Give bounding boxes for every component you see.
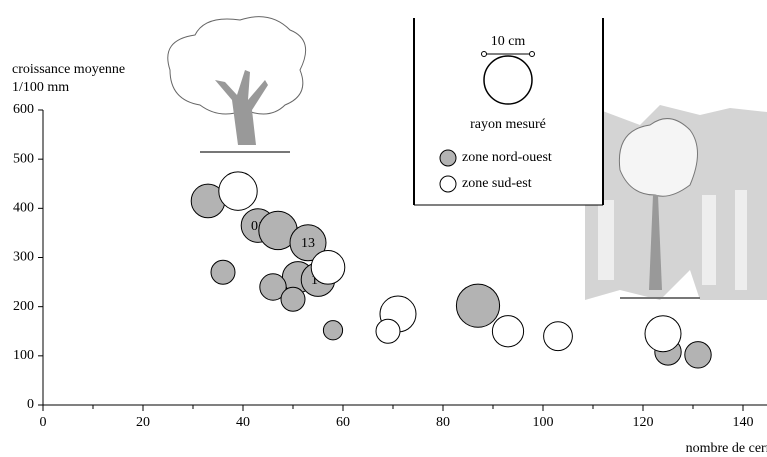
y-tick-label: 600 xyxy=(13,102,34,117)
size-reference-label: 10 cm xyxy=(491,34,526,49)
bubble xyxy=(644,315,682,353)
bubble xyxy=(310,250,346,285)
y-tick-label: 0 xyxy=(27,397,34,412)
tree-illustration xyxy=(167,16,307,153)
y-tick-label: 200 xyxy=(13,299,34,314)
x-tick-label: 40 xyxy=(236,415,250,430)
x-tick-label: 100 xyxy=(533,415,554,430)
x-tick-label: 140 xyxy=(733,415,754,430)
size-reference-circle xyxy=(483,55,533,105)
legend-label: zone nord-ouest xyxy=(462,150,552,165)
bubble xyxy=(218,171,258,211)
legend: 10 cm rayon mesuré xyxy=(413,18,604,206)
bubble xyxy=(543,321,573,352)
y-axis-label: 1/100 mm xyxy=(12,80,69,95)
y-axis-label: croissance moyenne xyxy=(12,62,125,77)
x-tick-label: 80 xyxy=(436,415,450,430)
x-tick-label: 60 xyxy=(336,415,350,430)
bubble xyxy=(684,341,712,369)
bubble xyxy=(289,224,327,262)
size-reference-caption: rayon mesuré xyxy=(470,117,546,132)
y-tick-label: 100 xyxy=(13,348,34,363)
bubble xyxy=(322,320,344,341)
bubble xyxy=(455,283,501,328)
x-tick-label: 20 xyxy=(136,415,150,430)
dimension-end xyxy=(529,51,535,57)
bubble-label: 13 xyxy=(301,236,315,251)
legend-swatch xyxy=(439,175,457,193)
x-tick-label: 0 xyxy=(40,415,47,430)
x-axis-label: nombre de cernes xyxy=(686,441,767,456)
forest-illustration xyxy=(585,105,767,300)
x-tick-label: 120 xyxy=(633,415,654,430)
legend-swatch xyxy=(439,149,457,167)
y-tick-label: 500 xyxy=(13,151,34,166)
bubble xyxy=(210,259,236,285)
y-tick-label: 300 xyxy=(13,250,34,265)
bubble xyxy=(259,273,287,301)
bubble xyxy=(375,318,401,344)
dimension-end xyxy=(481,51,487,57)
legend-label: zone sud-est xyxy=(462,176,532,191)
bubble xyxy=(280,286,306,312)
y-tick-label: 400 xyxy=(13,201,34,216)
bubble xyxy=(491,315,525,348)
